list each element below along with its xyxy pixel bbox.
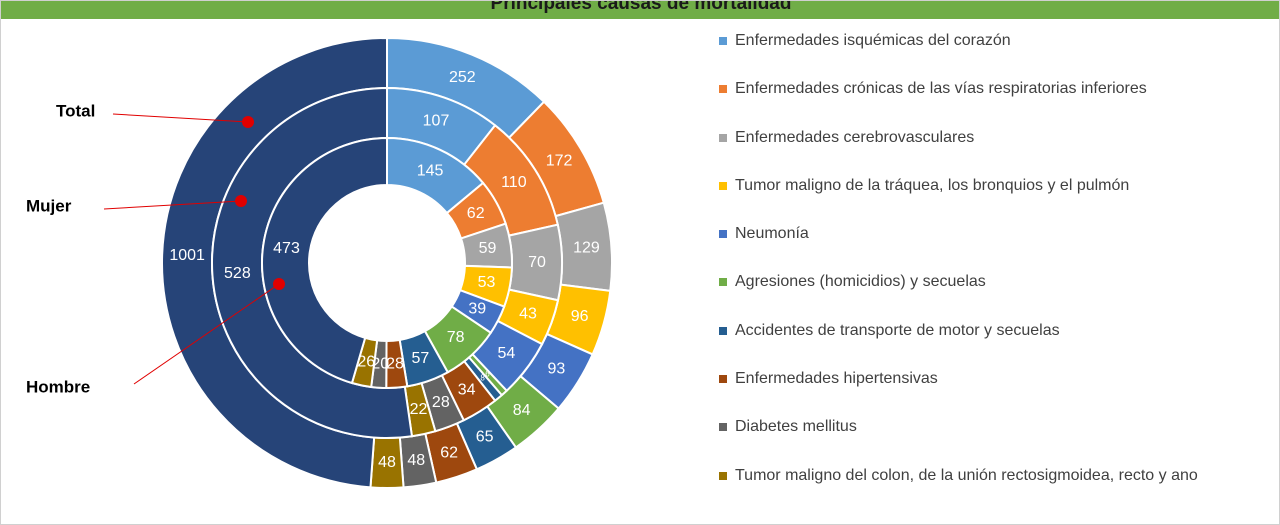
data-label: 96 <box>571 308 589 325</box>
data-label: 172 <box>546 152 573 169</box>
legend-item: Enfermedades cerebrovasculares <box>719 126 1264 174</box>
data-label: 57 <box>412 350 430 367</box>
data-label: 39 <box>468 301 486 318</box>
legend-label: Enfermedades crónicas de las vías respir… <box>735 80 1147 98</box>
legend-item: Enfermedades hipertensivas <box>719 367 1264 415</box>
legend-swatch <box>719 375 727 384</box>
legend-item: Enfermedades isquémicas del corazón <box>719 29 1264 77</box>
annotation-line <box>103 200 242 210</box>
donut-segment <box>261 136 388 385</box>
data-label: 473 <box>273 240 300 257</box>
legend-swatch <box>719 133 727 142</box>
legend-swatch <box>719 471 727 480</box>
data-label: 1001 <box>169 247 205 264</box>
data-label: 93 <box>547 361 565 378</box>
data-label: 48 <box>378 454 396 471</box>
data-label: 48 <box>407 452 425 469</box>
annotation-line <box>112 113 249 123</box>
annotation-dot <box>273 278 285 290</box>
data-label: 43 <box>519 305 537 322</box>
series-annotation: Hombre <box>26 377 90 396</box>
legend-label: Neumonía <box>735 225 809 243</box>
legend-item: Neumonía <box>719 222 1264 270</box>
data-label: 107 <box>423 112 450 129</box>
legend-swatch <box>719 85 727 94</box>
legend-label: Tumor maligno de la tráquea, los bronqui… <box>735 176 1130 194</box>
legend-item: Accidentes de transporte de motor y secu… <box>719 319 1264 367</box>
annotation-line <box>133 283 280 385</box>
legend-item: Enfermedades crónicas de las vías respir… <box>719 77 1264 125</box>
data-label: 110 <box>501 174 527 191</box>
legend-swatch <box>719 37 727 45</box>
legend-label: Agresiones (homicidios) y secuelas <box>735 273 986 291</box>
legend-label: Enfermedades hipertensivas <box>735 370 938 388</box>
data-label: 528 <box>224 265 251 282</box>
series-annotation: Mujer <box>26 196 72 215</box>
legend-item: Tumor maligno de la tráquea, los bronqui… <box>719 174 1264 222</box>
annotation-dot <box>235 195 247 207</box>
data-label: 252 <box>449 69 476 86</box>
legend-label: Diabetes mellitus <box>735 418 857 436</box>
data-label: 145 <box>417 162 444 179</box>
data-label: 65 <box>476 429 494 446</box>
data-label: 78 <box>447 329 465 346</box>
data-label: 8 <box>480 374 485 383</box>
data-label: 6 <box>485 369 490 378</box>
data-label: 54 <box>498 345 516 362</box>
legend-swatch <box>719 230 727 239</box>
legend-label: Enfermedades isquémicas del corazón <box>735 32 1011 49</box>
legend-label: Enfermedades cerebrovasculares <box>735 128 975 146</box>
legend-label: Accidentes de transporte de motor y secu… <box>735 321 1060 339</box>
data-label: 59 <box>479 240 497 257</box>
data-label: 53 <box>478 274 496 291</box>
chart-title: Principales causas de mortalidad <box>491 1 792 14</box>
data-label: 34 <box>458 381 476 398</box>
legend: Enfermedades isquémicas del corazón Enfer… <box>719 29 1264 512</box>
series-annotation: Total <box>56 101 95 120</box>
legend-swatch <box>719 326 727 335</box>
legend-item: Diabetes mellitus <box>719 415 1264 463</box>
data-label: 70 <box>528 254 546 271</box>
data-label: 20 <box>371 355 389 372</box>
title-bar <box>1 1 1279 19</box>
data-label: 22 <box>410 401 428 418</box>
legend-swatch <box>719 423 727 432</box>
data-label: 84 <box>513 402 531 419</box>
legend-swatch <box>719 278 727 287</box>
data-label: 62 <box>440 444 458 461</box>
legend-item: Tumor maligno del colon, de la unión rec… <box>719 464 1264 512</box>
data-label: 129 <box>573 240 600 257</box>
data-label: 62 <box>467 205 485 222</box>
data-label: 28 <box>432 394 450 411</box>
data-label: 26 <box>357 354 375 371</box>
legend-swatch <box>719 181 727 190</box>
data-label: 28 <box>386 355 404 372</box>
legend-item: Agresiones (homicidios) y secuelas <box>719 270 1264 318</box>
legend-label: Tumor maligno del colon, de la unión rec… <box>735 466 1198 484</box>
annotation-dot <box>242 116 254 128</box>
